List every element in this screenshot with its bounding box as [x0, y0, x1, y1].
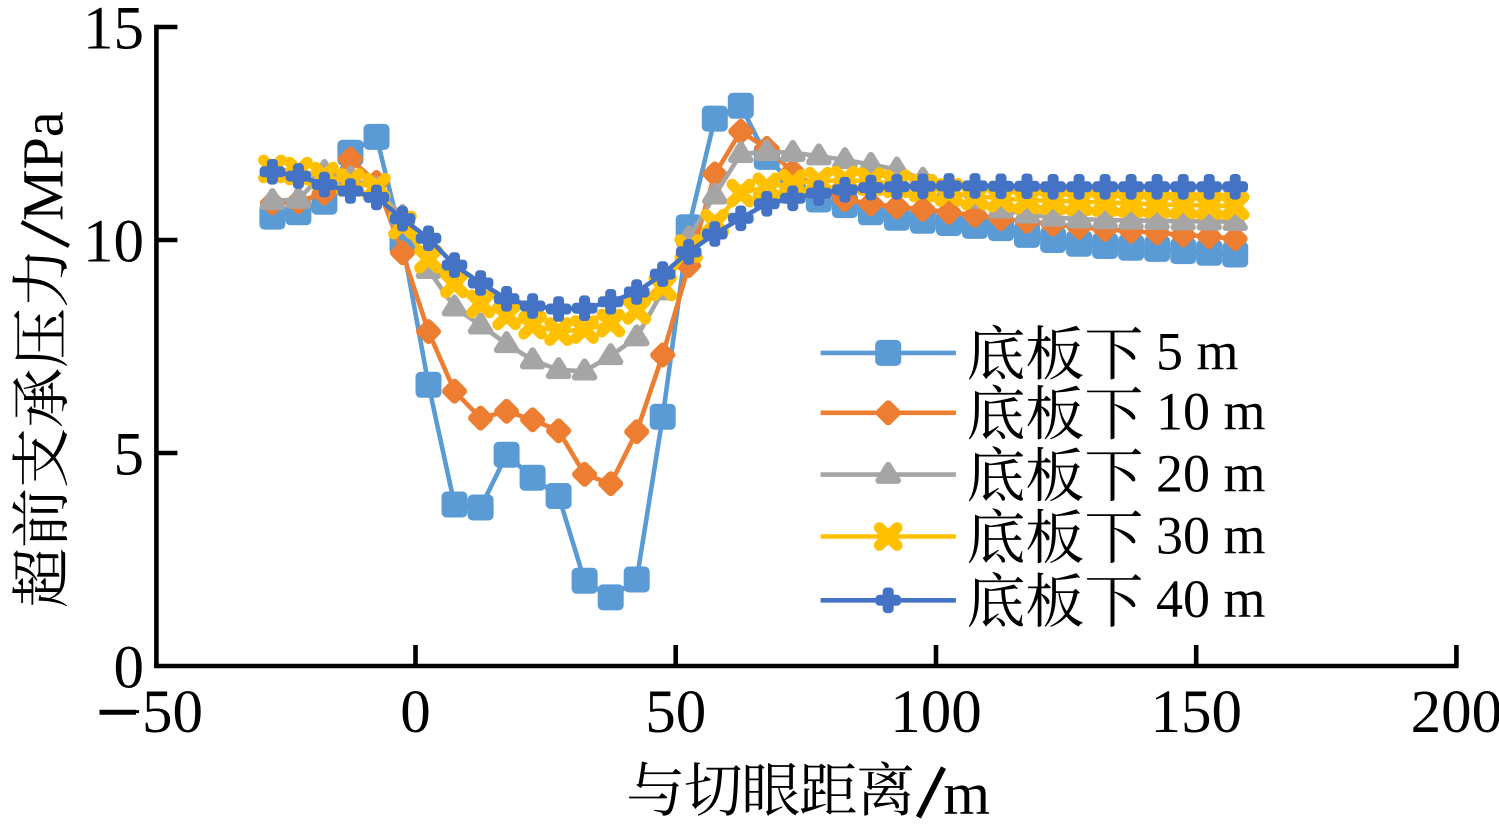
svg-text:200: 200 — [1411, 679, 1499, 746]
svg-text:50: 50 — [645, 679, 706, 746]
svg-text:10 m: 10 m — [1156, 382, 1266, 442]
svg-text:MPa: MPa — [11, 111, 76, 221]
svg-text:40 m: 40 m — [1156, 569, 1266, 629]
svg-text:30 m: 30 m — [1156, 505, 1266, 565]
svg-text:m: m — [943, 761, 990, 827]
svg-text:15: 15 — [83, 0, 144, 62]
svg-text:0: 0 — [114, 634, 145, 701]
svg-text:100: 100 — [890, 679, 982, 746]
svg-text:10: 10 — [83, 208, 144, 275]
svg-text:0: 0 — [400, 679, 431, 746]
svg-text:5 m: 5 m — [1156, 322, 1239, 382]
svg-text:20 m: 20 m — [1156, 443, 1266, 503]
svg-text:5: 5 — [114, 421, 145, 488]
svg-text:150: 150 — [1150, 679, 1242, 746]
